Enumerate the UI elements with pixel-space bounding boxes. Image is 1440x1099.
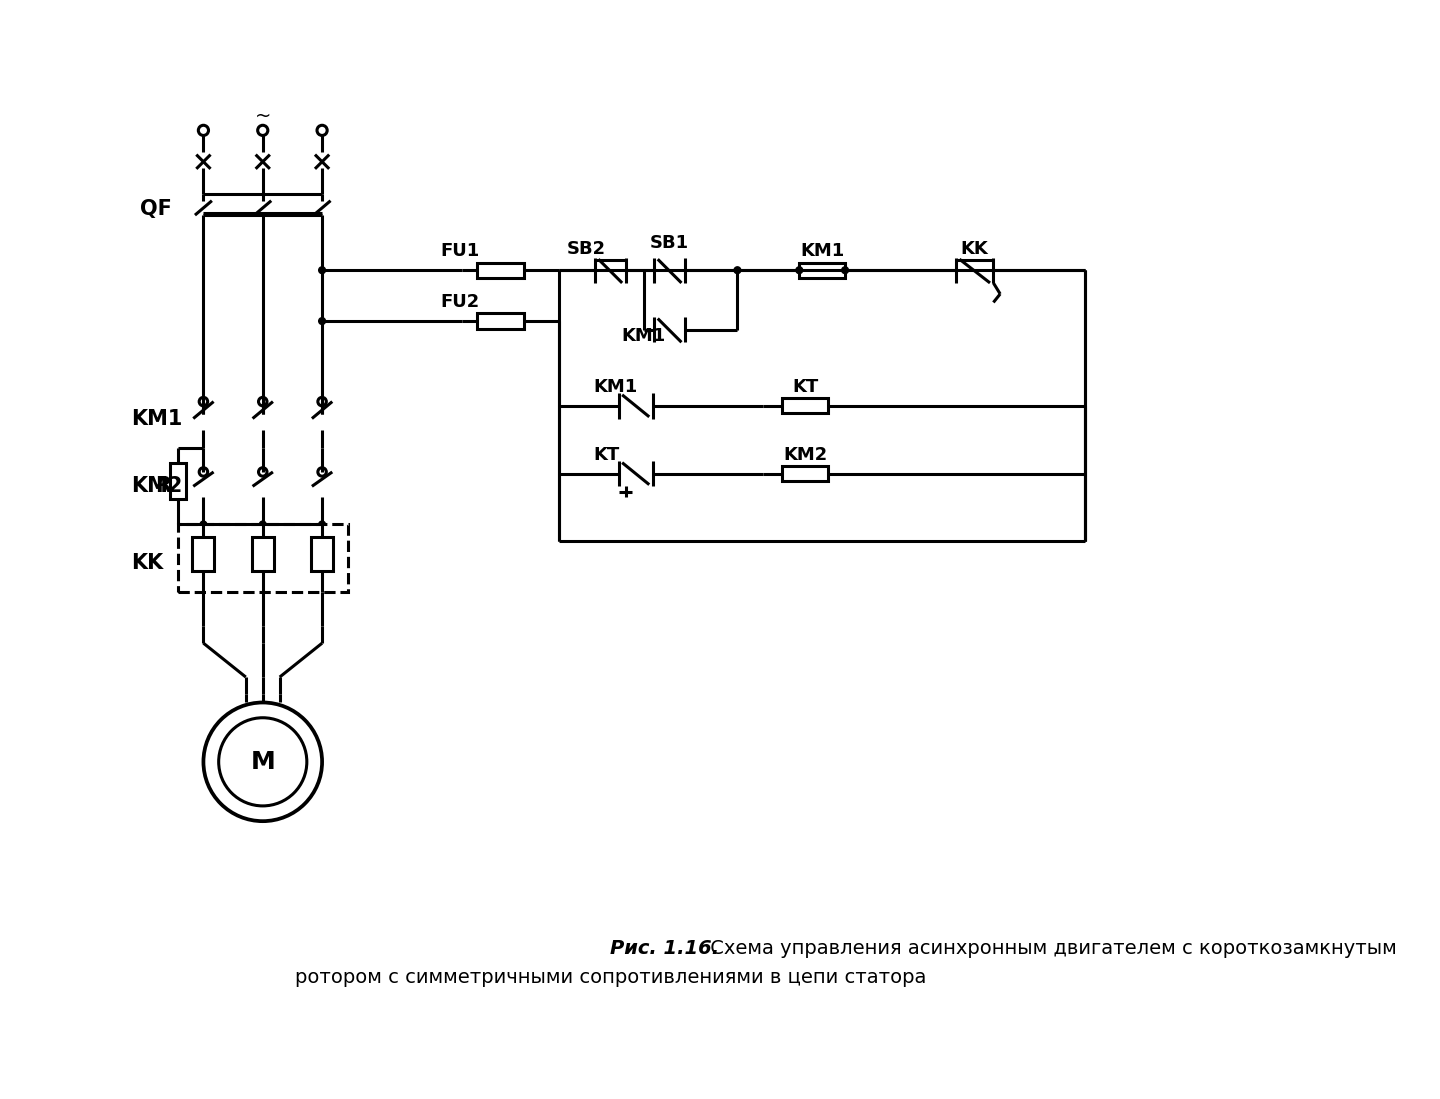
Text: KK: KK: [131, 553, 164, 573]
Circle shape: [734, 267, 740, 274]
Text: KT: KT: [593, 446, 619, 464]
Text: Схема управления асинхронным двигателем с короткозамкнутым: Схема управления асинхронным двигателем …: [704, 939, 1397, 958]
Bar: [477, 313, 524, 329]
Circle shape: [318, 318, 325, 324]
Circle shape: [841, 267, 848, 274]
Text: QF: QF: [140, 199, 171, 219]
Circle shape: [259, 521, 266, 528]
Text: KM1: KM1: [593, 378, 638, 396]
Bar: [782, 398, 828, 413]
Text: KM1: KM1: [801, 242, 844, 259]
Text: KT: KT: [792, 378, 818, 396]
Bar: [477, 263, 524, 278]
Circle shape: [200, 521, 207, 528]
Text: ротором с симметричными сопротивлениями в цепи статора: ротором с симметричными сопротивлениями …: [295, 968, 926, 988]
Text: ~: ~: [255, 107, 271, 125]
Text: M: M: [251, 750, 275, 774]
Bar: [799, 263, 845, 278]
Text: KK: KK: [960, 240, 989, 258]
Text: KM2: KM2: [783, 446, 828, 464]
Text: KM1: KM1: [131, 409, 183, 429]
Text: R: R: [154, 476, 171, 497]
Circle shape: [318, 521, 325, 528]
Circle shape: [318, 267, 325, 274]
Text: SB2: SB2: [567, 240, 606, 258]
Bar: [170, 464, 186, 499]
Circle shape: [796, 267, 802, 274]
Bar: [193, 537, 215, 571]
Bar: [252, 537, 274, 571]
Text: FU2: FU2: [441, 292, 480, 311]
Bar: [179, 524, 347, 592]
Text: SB1: SB1: [649, 234, 690, 252]
Bar: [311, 537, 333, 571]
Text: KM1: KM1: [621, 328, 665, 345]
Bar: [782, 466, 828, 481]
Text: Рис. 1.16.: Рис. 1.16.: [611, 939, 720, 958]
Text: FU1: FU1: [441, 242, 480, 259]
Text: KM2: KM2: [131, 476, 183, 497]
